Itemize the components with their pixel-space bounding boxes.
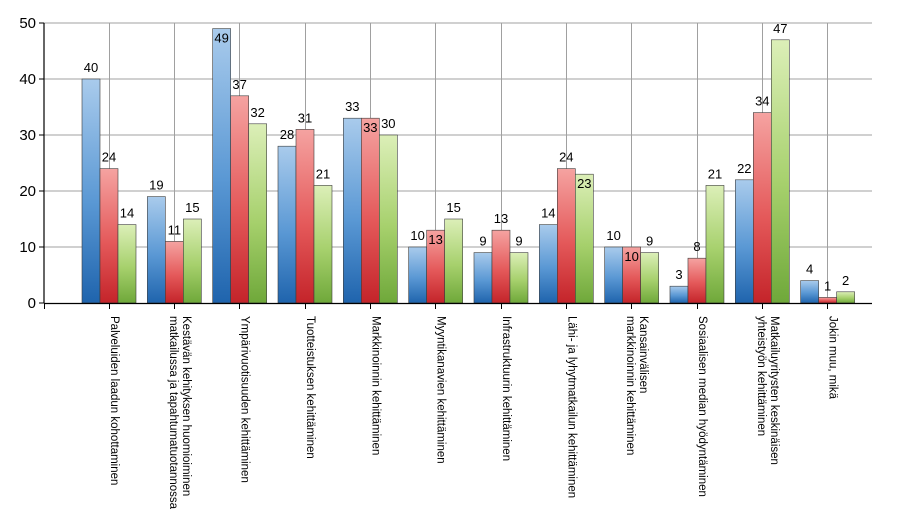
- data-label: 31: [298, 110, 312, 125]
- bar-s3-c5: [379, 134, 398, 304]
- bar-s2-c11: [752, 112, 772, 304]
- data-label: 15: [185, 200, 199, 215]
- data-label: 11: [168, 222, 182, 237]
- bar-s2-c7: [491, 229, 511, 304]
- category-label: Tuotteistuksen kehittäminen: [304, 316, 316, 459]
- data-label: 21: [708, 166, 722, 181]
- category-label: markkinoinnin kehittäminen: [624, 316, 636, 455]
- data-label: 13: [428, 232, 442, 247]
- y-tick-label: 50: [19, 15, 36, 32]
- data-label: 24: [102, 150, 116, 165]
- bar-s1-c4: [277, 145, 297, 304]
- data-label: 10: [624, 249, 638, 264]
- category-label: Ympärivuotisuuden kehittäminen: [239, 316, 251, 483]
- data-label: 21: [316, 166, 330, 181]
- bar-s3-c2: [183, 218, 202, 304]
- bars: [81, 28, 855, 304]
- data-label: 9: [515, 234, 522, 249]
- y-tick-label: 0: [28, 295, 36, 312]
- data-label: 33: [363, 120, 377, 135]
- bar-s1-c2: [147, 196, 166, 304]
- data-label: 15: [446, 200, 460, 215]
- category-label: matkailussa ja tapahtumatuotannossa: [167, 316, 179, 510]
- bar-s3-c11: [770, 39, 790, 304]
- data-label: 47: [773, 21, 787, 36]
- data-label: 49: [214, 31, 228, 46]
- bar-s2-c3: [230, 95, 249, 304]
- bar-s3-c3: [248, 123, 267, 304]
- category-label: Infrastruktuurin kehittäminen: [500, 316, 512, 461]
- bar-s1-c12: [800, 280, 819, 304]
- data-label: 14: [541, 206, 555, 221]
- bar-s2-c1: [99, 168, 119, 304]
- bar-s3-c1: [117, 224, 137, 304]
- data-label: 19: [149, 178, 163, 193]
- category-label: Kansainvälisen: [637, 316, 649, 393]
- axes: [39, 22, 872, 309]
- data-label: 28: [280, 127, 294, 142]
- bar-s3-c4: [313, 185, 333, 304]
- category-label: Sosiaalisen median hyödyntäminen: [696, 316, 708, 497]
- category-label: yhteistyön kehittäminen: [755, 316, 767, 436]
- data-label: 30: [381, 116, 395, 131]
- data-label: 1: [824, 278, 831, 293]
- data-label: 40: [84, 60, 98, 75]
- bar-s1-c9: [604, 246, 623, 304]
- bar-s3-c7: [509, 252, 529, 304]
- data-label: 3: [675, 267, 682, 282]
- data-label: 14: [120, 206, 134, 221]
- bar-s2-c10: [687, 257, 707, 304]
- data-label: 2: [842, 273, 849, 288]
- bar-s1-c10: [669, 285, 689, 304]
- category-label: Kestävän kehityksen huomioiminen: [180, 316, 192, 496]
- bar-s1-c11: [734, 179, 754, 304]
- bar-s2-c2: [165, 241, 184, 304]
- bar-s3-c9: [640, 252, 659, 304]
- category-label: Markkinoinnin kehittäminen: [369, 316, 381, 455]
- bar-s2-c12: [818, 297, 837, 304]
- data-label: 32: [250, 105, 264, 120]
- y-tick-label: 10: [19, 239, 36, 256]
- category-label: Myyntikanavien kehittäminen: [435, 316, 447, 464]
- data-label: 34: [755, 94, 769, 109]
- bar-s1-c3: [212, 28, 231, 304]
- bar-s3-c10: [705, 185, 725, 304]
- bar-s3-c12: [836, 291, 855, 304]
- bar-s2-c8: [557, 168, 576, 304]
- data-label: 9: [646, 234, 653, 249]
- bar-s1-c5: [343, 117, 362, 304]
- category-label: Lähi- ja lyhytmatkailun kehittäminen: [565, 316, 577, 498]
- y-tick-label: 30: [19, 127, 36, 144]
- data-label: 9: [479, 234, 486, 249]
- data-label: 22: [737, 161, 751, 176]
- bar-s1-c1: [81, 78, 101, 304]
- bar-s2-c4: [295, 129, 315, 304]
- bar-s1-c8: [539, 224, 558, 304]
- data-label: 13: [494, 211, 508, 226]
- data-label: 24: [559, 150, 573, 165]
- bar-s1-c6: [408, 246, 427, 304]
- data-label: 10: [410, 228, 424, 243]
- category-label: Jokin muu, mikä: [827, 316, 839, 400]
- data-label: 23: [577, 176, 591, 191]
- y-tick-label: 40: [19, 71, 36, 88]
- data-label: 10: [606, 228, 620, 243]
- data-label: 33: [345, 99, 359, 114]
- data-label: 37: [232, 77, 246, 92]
- bar-s3-c6: [444, 218, 463, 304]
- data-label: 8: [693, 239, 700, 254]
- bar-s3-c8: [575, 173, 594, 304]
- category-label: Palveluiden laadun kohottaminen: [108, 316, 120, 485]
- bar-s2-c5: [361, 117, 380, 304]
- category-label: Matkailuyritysten keskinäisen: [768, 316, 780, 465]
- y-tick-label: 20: [19, 183, 36, 200]
- bar-s1-c7: [473, 252, 493, 304]
- data-label: 4: [806, 262, 813, 277]
